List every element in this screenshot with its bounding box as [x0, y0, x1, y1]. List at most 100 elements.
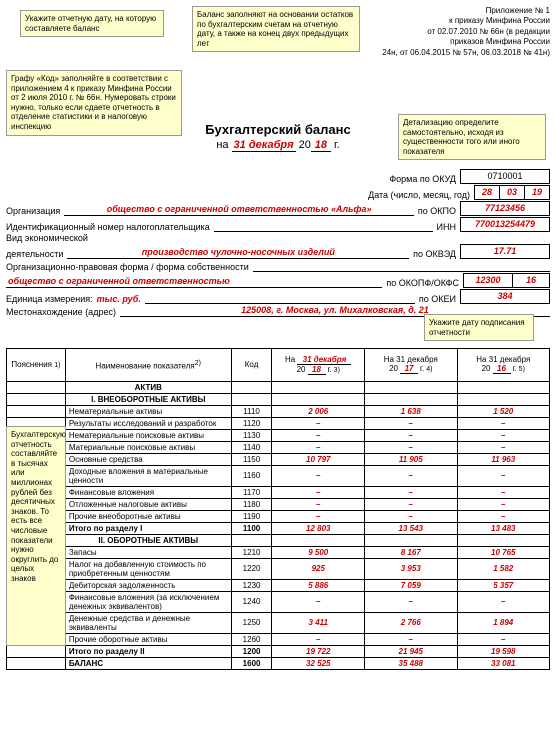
row-code: 1200 [231, 645, 272, 657]
date-boxes: 28 03 19 [474, 185, 550, 200]
okud-code: 0710001 [460, 169, 550, 184]
row-v2: 21 945 [365, 645, 457, 657]
row-v3: 10 765 [457, 546, 550, 558]
table-row: Прочие внеоборотные активы1190––– [7, 510, 550, 522]
col5-yyp: 20 [482, 364, 491, 373]
inn-codelabel: ИНН [437, 222, 456, 232]
row-v1: – [272, 465, 365, 486]
year-prefix: 20 [299, 139, 311, 151]
table-row: Итого по разделу I110012 80313 54313 483 [7, 522, 550, 534]
col4-top: На 31 декабря [368, 355, 453, 364]
okpo-label: по ОКПО [418, 206, 456, 216]
row-v2: – [365, 429, 457, 441]
row-v1: – [272, 591, 365, 612]
row-v3: – [457, 498, 550, 510]
row-v3: – [457, 486, 550, 498]
table-row: Финансовые вложения (за исключением дене… [7, 591, 550, 612]
row-code: 1130 [231, 429, 272, 441]
table-row: Нематериальные поисковые активы1130––– [7, 429, 550, 441]
th-col5: На 31 декабря 2016 г.5) [457, 348, 550, 381]
row-v2: – [365, 591, 457, 612]
row-v3: – [457, 633, 550, 645]
row-v2: 2 766 [365, 612, 457, 633]
report-date: 31 декабря [232, 139, 296, 152]
th-naimen: Наименование показателя2) [65, 348, 231, 381]
date-day: 28 [474, 185, 500, 200]
okopf-label: по ОКОПФ/ОКФС [386, 278, 459, 288]
row-v2: 35 488 [365, 657, 457, 669]
col3-na: На [285, 355, 295, 364]
row-code: 1170 [231, 486, 272, 498]
date-month: 03 [500, 185, 525, 200]
unit-label: Единица измерения: [6, 294, 93, 304]
row-code: 1220 [231, 558, 272, 579]
row-v2: 3 953 [365, 558, 457, 579]
row-v3: 13 483 [457, 522, 550, 534]
col3-yy: 18 [308, 365, 326, 375]
section-1: I. ВНЕОБОРОТНЫЕ АКТИВЫ [7, 393, 550, 405]
balance-table: Пояснения 1) Наименование показателя2) К… [6, 348, 550, 670]
row-name: Нематериальные активы [65, 405, 231, 417]
table-row: Денежные средства и денежные эквиваленты… [7, 612, 550, 633]
callout-detalization: Детализацию определите самостоятельно, и… [398, 114, 546, 160]
col3-date: 31 декабря [297, 355, 351, 365]
row-name: БАЛАНС [65, 657, 231, 669]
th-col4: На 31 декабря 2017 г.4) [365, 348, 457, 381]
row-v2: – [365, 417, 457, 429]
row-code: 1600 [231, 657, 272, 669]
row-v3: – [457, 591, 550, 612]
table-row: Отложенные налоговые активы1180––– [7, 498, 550, 510]
row-v3: 11 963 [457, 453, 550, 465]
okopf-boxes: 12300 16 [463, 273, 550, 288]
row-v2: 8 167 [365, 546, 457, 558]
okei-label: по ОКЕИ [419, 294, 456, 304]
org-value: общество с ограниченной ответственностью… [64, 204, 414, 216]
row-v2: 1 638 [365, 405, 457, 417]
row-v1: – [272, 441, 365, 453]
unit-value: тыс. руб. [97, 294, 141, 304]
table-row: Нематериальные активы11102 0061 6381 520 [7, 405, 550, 417]
row-name: Финансовые вложения [65, 486, 231, 498]
col5-yy: 16 [493, 364, 511, 374]
th-naimen-text: Наименование показателя [96, 361, 195, 370]
row-name: Запасы [65, 546, 231, 558]
table-row: Результаты исследований и разработок1120… [7, 417, 550, 429]
section-2: II. ОБОРОТНЫЕ АКТИВЫ [7, 534, 550, 546]
row-v3: 1 520 [457, 405, 550, 417]
table-row: Дебиторская задолженность12305 8867 0595… [7, 579, 550, 591]
row-v3: 19 598 [457, 645, 550, 657]
okei-code: 384 [460, 289, 550, 304]
row-name: Итого по разделу II [65, 645, 231, 657]
row-code: 1210 [231, 546, 272, 558]
row-name: Нематериальные поисковые активы [65, 429, 231, 441]
row-v2: 11 905 [365, 453, 457, 465]
row-name: Прочие оборотные активы [65, 633, 231, 645]
row-v2: 7 059 [365, 579, 457, 591]
activity-value: производство чулочно-носочных изделий [67, 247, 409, 259]
row-name: Результаты исследований и разработок [65, 417, 231, 429]
okud-label: Форма по ОКУД [389, 174, 456, 184]
row-name: Основные средства [65, 453, 231, 465]
row-v3: – [457, 510, 550, 522]
callout-report-date: Укажите отчетную дату, на которую состав… [20, 10, 164, 37]
col5-sup: 5) [519, 366, 525, 373]
row-v1: – [272, 510, 365, 522]
okfs-code: 16 [513, 273, 550, 288]
th-poyas-text: Пояснения [11, 360, 52, 369]
row-v1: – [272, 429, 365, 441]
table-row: Основные средства115010 79711 90511 963 [7, 453, 550, 465]
row-name: Налог на добавленную стоимость по приобр… [65, 558, 231, 579]
address-label: Местонахождение (адрес) [6, 307, 116, 317]
row-v1: 9 500 [272, 546, 365, 558]
row-v1: 10 797 [272, 453, 365, 465]
row-v3: 5 357 [457, 579, 550, 591]
row-name: Денежные средства и денежные эквиваленты [65, 612, 231, 633]
th-poyas-sup: 1) [54, 362, 60, 369]
col4-yyp: 20 [389, 364, 398, 373]
table-row: Доходные вложения в материальные ценност… [7, 465, 550, 486]
inn-value [214, 220, 433, 232]
row-code: 1150 [231, 453, 272, 465]
row-v3: – [457, 429, 550, 441]
row-v2: – [365, 510, 457, 522]
col4-sup: 4) [426, 366, 432, 373]
